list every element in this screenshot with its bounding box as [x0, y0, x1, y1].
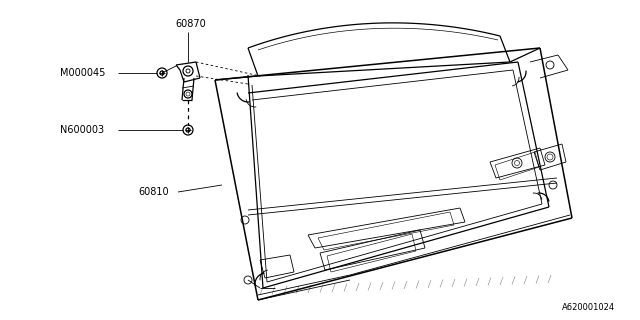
Text: 60810: 60810 [138, 187, 168, 197]
Text: 60870: 60870 [175, 19, 205, 29]
Text: M000045: M000045 [60, 68, 106, 78]
Text: N600003: N600003 [60, 125, 104, 135]
Text: A620001024: A620001024 [562, 303, 615, 312]
